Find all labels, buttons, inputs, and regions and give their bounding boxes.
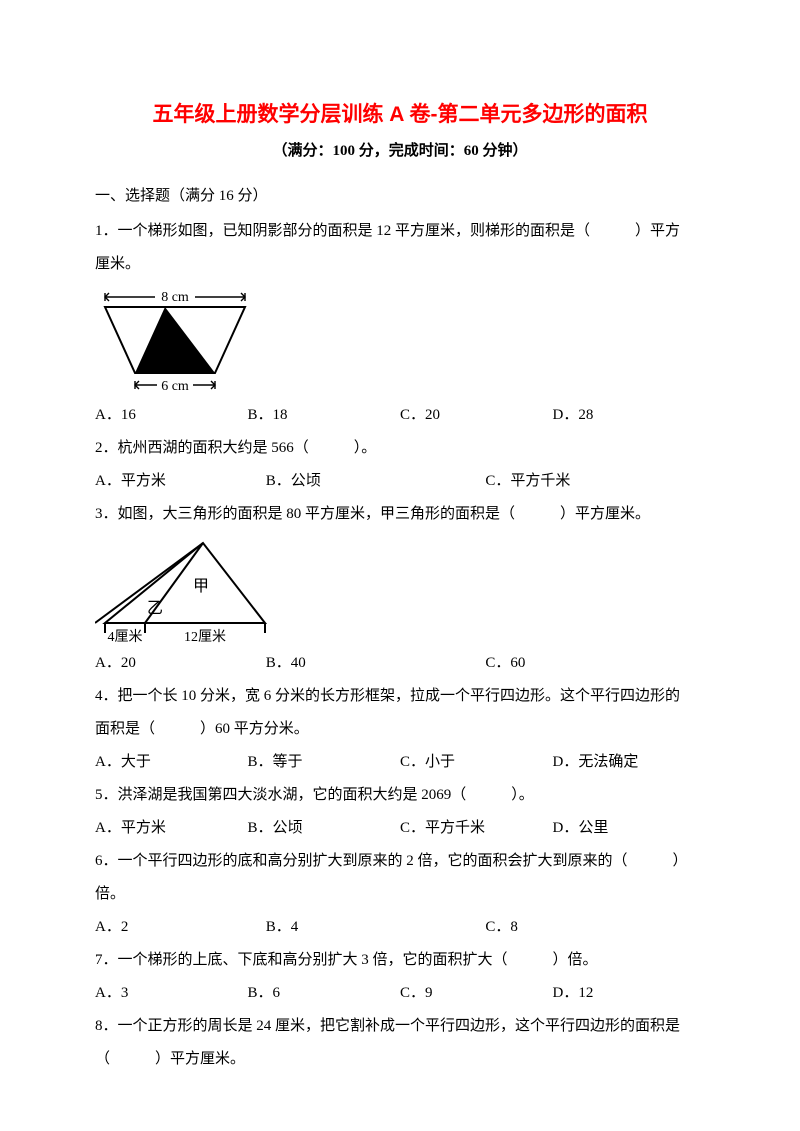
q3-fig-jia-label: 甲 (193, 578, 209, 595)
q3-stem: 3．如图，大三角形的面积是 80 平方厘米，甲三角形的面积是（ ）平方厘米。 (95, 498, 705, 531)
q3-fig-yi-label: 乙 (147, 600, 163, 617)
q1-stem-line1: 1．一个梯形如图，已知阴影部分的面积是 12 平方厘米，则梯形的面积是（ ）平方 (95, 215, 705, 248)
page-title: 五年级上册数学分层训练 A 卷-第二单元多边形的面积 (95, 100, 705, 129)
q4-opt-d: D．无法确定 (553, 746, 706, 779)
q5-opt-c: C．平方千米 (400, 812, 553, 845)
q7-opt-c: C．9 (400, 977, 553, 1010)
q5-options: A．平方米 B．公顷 C．平方千米 D．公里 (95, 812, 705, 845)
q8-stem-line1: 8．一个正方形的周长是 24 厘米，把它割补成一个平行四边形，这个平行四边形的面… (95, 1010, 705, 1043)
q1-fig-bottom-label: 6 cm (161, 379, 189, 394)
q5-stem: 5．洪泽湖是我国第四大淡水湖，它的面积大约是 2069（ ）。 (95, 779, 705, 812)
q1-fig-top-label: 8 cm (161, 290, 189, 305)
q7-opt-b: B．6 (248, 977, 401, 1010)
q1-opt-d: D．28 (553, 399, 706, 432)
q3-figure-triangle: 甲 乙 4厘米 12厘米 (95, 535, 705, 645)
q1-options: A．16 B．18 C．20 D．28 (95, 399, 705, 432)
q8-stem-line2: （ ）平方厘米。 (95, 1043, 705, 1076)
q1-opt-c: C．20 (400, 399, 553, 432)
q3-opt-b: B．40 (266, 647, 486, 680)
q4-opt-a: A．大于 (95, 746, 248, 779)
q5-opt-a: A．平方米 (95, 812, 248, 845)
q2-stem: 2．杭州西湖的面积大约是 566（ ）。 (95, 432, 705, 465)
section-heading-1: 一、选择题（满分 16 分） (95, 180, 705, 213)
q5-opt-d: D．公里 (553, 812, 706, 845)
q6-stem-line2: 倍。 (95, 878, 705, 911)
q4-stem-line1: 4．把一个长 10 分米，宽 6 分米的长方形框架，拉成一个平行四边形。这个平行… (95, 680, 705, 713)
q1-figure-trapezoid: 8 cm 6 cm (95, 287, 705, 397)
q4-opt-b: B．等于 (248, 746, 401, 779)
q6-opt-a: A．2 (95, 911, 266, 944)
q1-stem-line2: 厘米。 (95, 248, 705, 281)
q2-options: A．平方米 B．公顷 C．平方千米 (95, 465, 705, 498)
q2-opt-c: C．平方千米 (485, 465, 705, 498)
q3-fig-12cm-label: 12厘米 (184, 629, 226, 645)
q7-options: A．3 B．6 C．9 D．12 (95, 977, 705, 1010)
q1-opt-b: B．18 (248, 399, 401, 432)
q4-opt-c: C．小于 (400, 746, 553, 779)
q7-opt-a: A．3 (95, 977, 248, 1010)
q6-opt-c: C．8 (485, 911, 705, 944)
q3-options: A．20 B．40 C．60 (95, 647, 705, 680)
q5-opt-b: B．公顷 (248, 812, 401, 845)
q1-opt-a: A．16 (95, 399, 248, 432)
q7-stem: 7．一个梯形的上底、下底和高分别扩大 3 倍，它的面积扩大（ ）倍。 (95, 944, 705, 977)
q2-opt-a: A．平方米 (95, 465, 266, 498)
q4-stem-line2: 面积是（ ）60 平方分米。 (95, 713, 705, 746)
q2-opt-b: B．公顷 (266, 465, 486, 498)
q7-opt-d: D．12 (553, 977, 706, 1010)
q6-options: A．2 B．4 C．8 (95, 911, 705, 944)
q6-stem-line1: 6．一个平行四边形的底和高分别扩大到原来的 2 倍，它的面积会扩大到原来的（ ） (95, 845, 705, 878)
page-subtitle: （满分：100 分，完成时间：60 分钟） (95, 135, 705, 168)
q3-fig-4cm-label: 4厘米 (108, 629, 143, 645)
q4-options: A．大于 B．等于 C．小于 D．无法确定 (95, 746, 705, 779)
q3-opt-a: A．20 (95, 647, 266, 680)
q6-opt-b: B．4 (266, 911, 486, 944)
q3-opt-c: C．60 (485, 647, 705, 680)
